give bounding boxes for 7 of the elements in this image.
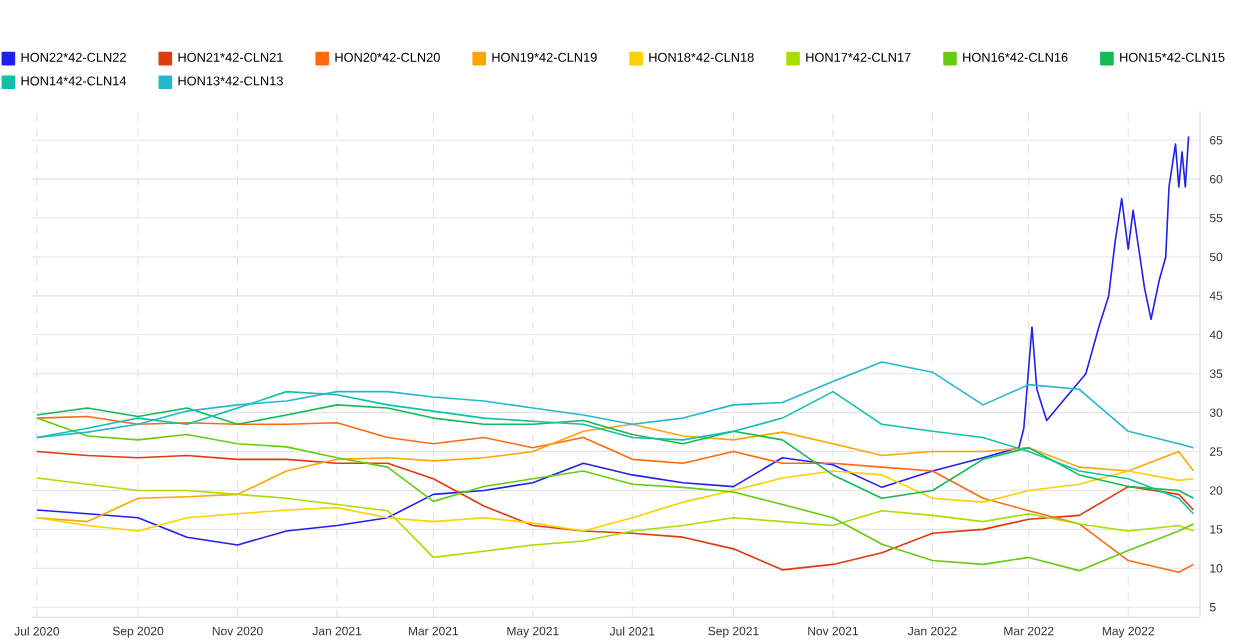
line-series	[36, 477, 1195, 559]
line-series	[36, 404, 1195, 500]
line-series	[36, 361, 1195, 449]
line-series	[36, 423, 1195, 523]
line-series	[36, 450, 1195, 571]
line-series	[36, 470, 1195, 532]
line-series	[36, 390, 1195, 515]
